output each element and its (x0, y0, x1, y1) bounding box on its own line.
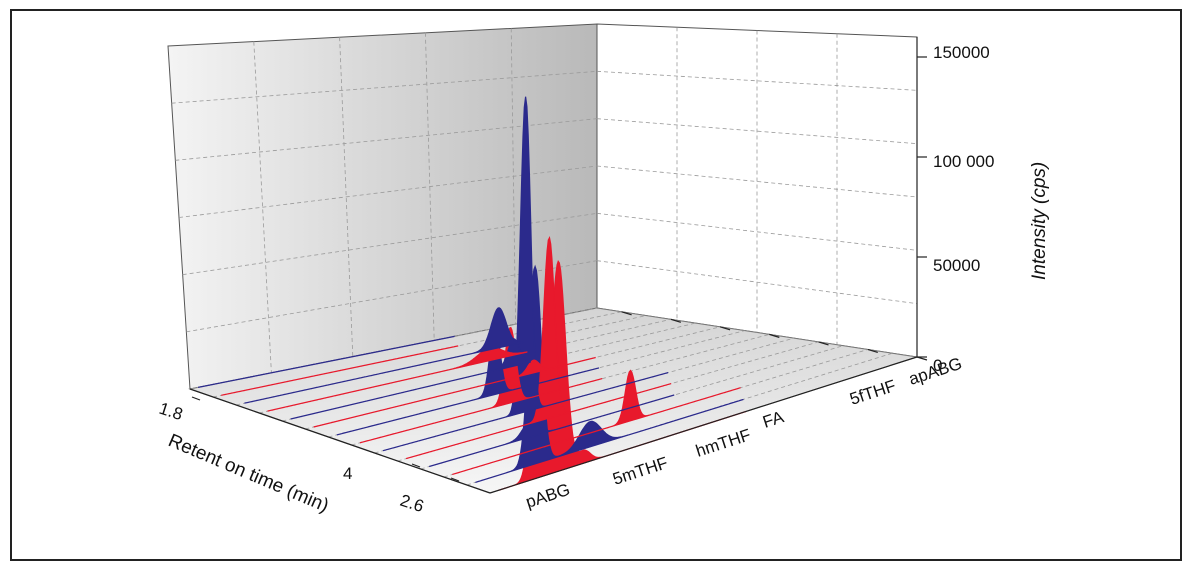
series-trace-4 (405, 235, 672, 460)
floor-grid-1 (466, 352, 893, 486)
series-trace-8 (313, 356, 596, 428)
series-trace-5 (382, 96, 669, 452)
series-tick-0 (916, 356, 928, 361)
series-tick-4 (818, 341, 829, 346)
series-label-5fTHF: 5fTHF (847, 376, 898, 409)
series-label-5mTHF: 5mTHF (610, 453, 670, 489)
z-tick-label-2: 50000 (933, 256, 980, 275)
series-trace-6 (359, 326, 603, 444)
x-axis-line (189, 388, 491, 494)
series-trace-7 (336, 322, 600, 436)
sidewall-hgrid-1 (596, 260, 918, 305)
x-tick-label-3: 2.6 (398, 491, 426, 516)
series-tick-12 (621, 311, 632, 316)
series-trace-3 (429, 394, 675, 468)
series-label-pABG: pABG (523, 480, 572, 512)
x-tick-label-1: 1.8 (157, 399, 185, 424)
z-tick-label-3: 100 000 (933, 152, 994, 171)
sidewall-hgrid-2 (596, 212, 918, 251)
series-tick-2 (867, 348, 878, 354)
series-layer (197, 96, 747, 491)
series-trace-12 (221, 345, 459, 396)
series-tick-6 (769, 333, 780, 338)
x-tick-0 (191, 396, 201, 401)
z-axis-title: Intensity (cps) (1029, 162, 1050, 280)
series-trace-2 (452, 369, 741, 475)
sidewall-hgrid-4 (596, 118, 918, 145)
sidewall-hgrid-3 (596, 165, 918, 198)
series-trace-13 (197, 335, 455, 388)
series-axis-line (489, 356, 918, 494)
x-tick-label-2: 4 (343, 464, 352, 483)
sidewall-hgrid-5 (596, 70, 918, 91)
backwall-vgrid-2 (339, 37, 354, 357)
z-tick-label-4: 150000 (933, 43, 990, 62)
backwall-vgrid-1 (253, 41, 272, 373)
x-tick-2 (450, 477, 460, 482)
series-tick-10 (670, 318, 682, 323)
x-tick-1 (411, 463, 421, 468)
series-tick-8 (719, 326, 731, 331)
series-label-FA: FA (760, 407, 786, 432)
z-tick-label-1: 0 (933, 356, 942, 375)
series-label-hmTHF: hmTHF (693, 425, 753, 461)
series-trace-9 (290, 338, 531, 420)
x-axis-title: Retent on time (min) (165, 430, 332, 517)
backwall-hgrid-5 (171, 70, 598, 104)
axes-layer (189, 37, 928, 494)
series-trace-11 (244, 307, 524, 404)
